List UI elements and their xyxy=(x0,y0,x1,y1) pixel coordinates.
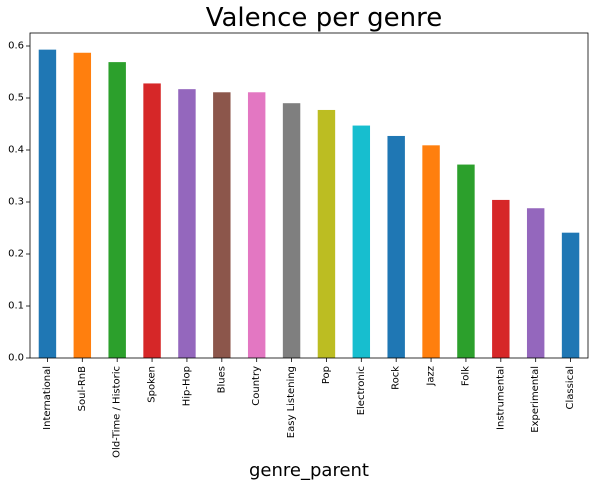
x-tick-label: Rock xyxy=(391,366,402,390)
bar-pop xyxy=(317,109,336,359)
x-tick-label: Old-Time / Historic xyxy=(112,366,123,458)
x-tick-label: Blues xyxy=(216,366,227,393)
bar-electronic xyxy=(352,125,371,358)
x-tick-label: Folk xyxy=(460,366,471,386)
bar-experimental xyxy=(526,208,545,358)
bar-easy-listening xyxy=(282,103,301,358)
bar-hip-hop xyxy=(178,89,196,358)
x-tick-label: Pop xyxy=(321,366,332,384)
bar-old-time-historic xyxy=(108,62,126,359)
x-axis: International Soul-RnB Old-Time / Historic… xyxy=(42,358,576,458)
y-tick-label: 0.6 xyxy=(8,41,24,52)
chart-title: Valence per genre xyxy=(206,3,443,33)
x-tick-label: International xyxy=(42,366,53,430)
bar-classical xyxy=(561,232,580,358)
bar-international xyxy=(38,49,57,358)
bar-instrumental xyxy=(492,199,510,358)
bar-rock xyxy=(387,135,405,358)
x-tick-label: Hip-Hop xyxy=(181,366,192,406)
bar-blues xyxy=(213,92,231,358)
x-tick-label: Easy Listening xyxy=(286,366,297,438)
x-tick-label: Soul-RnB xyxy=(77,366,88,411)
x-tick-label: Country xyxy=(251,366,262,406)
y-axis: 0.0 0.1 0.2 0.3 0.4 0.5 0.6 xyxy=(8,41,30,364)
y-tick-label: 0.4 xyxy=(8,145,24,156)
x-tick-label: Electronic xyxy=(356,366,367,415)
bars-group xyxy=(38,49,580,359)
y-tick-label: 0.0 xyxy=(8,353,24,364)
bar-soul-rnb xyxy=(73,52,92,358)
bar-folk xyxy=(457,164,475,358)
bar-jazz xyxy=(422,145,440,358)
bar-spoken xyxy=(143,83,161,358)
x-axis-title: genre_parent xyxy=(249,460,369,481)
plot-frame xyxy=(29,32,589,359)
x-tick-label: Instrumental xyxy=(495,366,506,430)
y-tick-label: 0.5 xyxy=(8,93,24,104)
x-tick-label: Classical xyxy=(565,366,576,410)
bar-country xyxy=(247,92,266,358)
y-tick-label: 0.2 xyxy=(8,249,24,260)
y-tick-label: 0.1 xyxy=(8,301,24,312)
x-tick-label: Experimental xyxy=(530,366,541,433)
x-tick-label: Spoken xyxy=(147,366,158,403)
x-tick-label: Jazz xyxy=(426,366,437,387)
y-tick-label: 0.3 xyxy=(8,197,24,208)
